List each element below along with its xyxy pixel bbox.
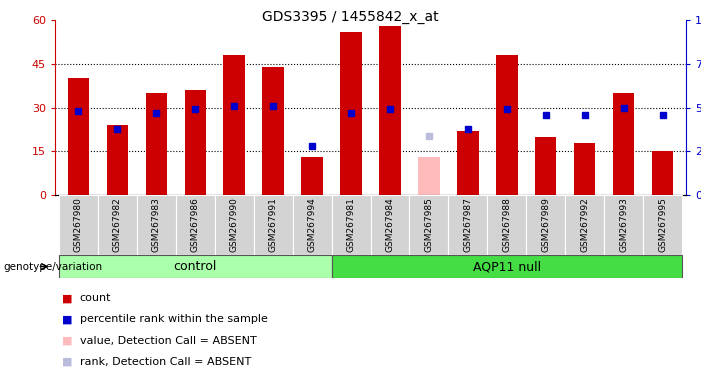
Bar [340,31,362,195]
Text: GSM267989: GSM267989 [541,197,550,252]
Bar [652,151,674,195]
Text: GSM267980: GSM267980 [74,197,83,252]
Text: percentile rank within the sample: percentile rank within the sample [79,314,267,324]
Text: GSM267995: GSM267995 [658,197,667,252]
Bar [262,67,284,195]
Text: GSM267982: GSM267982 [113,197,122,252]
Text: ■: ■ [62,293,72,303]
Bar [449,195,487,255]
Bar [59,255,332,278]
Text: value, Detection Call = ABSENT: value, Detection Call = ABSENT [79,336,257,346]
Bar [184,90,206,195]
Text: GSM267981: GSM267981 [346,197,355,252]
Bar [301,157,322,195]
Bar [224,55,245,195]
Text: AQP11 null: AQP11 null [472,260,541,273]
Text: control: control [174,260,217,273]
Bar [146,93,167,195]
Text: GSM267983: GSM267983 [152,197,161,252]
Bar [59,195,98,255]
Bar [604,195,643,255]
Text: ■: ■ [62,314,72,324]
Text: GSM267988: GSM267988 [503,197,511,252]
Bar [107,125,128,195]
Text: rank, Detection Call = ABSENT: rank, Detection Call = ABSENT [79,357,251,367]
Bar [371,195,409,255]
Text: GSM267992: GSM267992 [580,197,590,252]
Text: GSM267993: GSM267993 [619,197,628,252]
Bar [496,55,517,195]
Bar [68,78,89,195]
Bar [526,195,565,255]
Text: GSM267990: GSM267990 [230,197,238,252]
Text: GSM267986: GSM267986 [191,197,200,252]
Bar [643,195,682,255]
Bar [565,195,604,255]
Bar [332,255,682,278]
Text: genotype/variation: genotype/variation [4,262,102,271]
Bar [332,195,371,255]
Text: ■: ■ [62,336,72,346]
Bar [292,195,332,255]
Text: GSM267984: GSM267984 [386,197,395,252]
Text: GSM267985: GSM267985 [424,197,433,252]
Bar [379,26,401,195]
Bar [574,142,595,195]
Bar [457,131,479,195]
Text: GSM267987: GSM267987 [463,197,472,252]
Bar [215,195,254,255]
Bar [487,195,526,255]
Bar [418,157,440,195]
Bar [176,195,215,255]
Bar [254,195,292,255]
Text: GDS3395 / 1455842_x_at: GDS3395 / 1455842_x_at [262,10,439,23]
Bar [613,93,634,195]
Text: GSM267994: GSM267994 [308,197,317,252]
Bar [409,195,449,255]
Text: GSM267991: GSM267991 [268,197,278,252]
Bar [137,195,176,255]
Bar [98,195,137,255]
Text: count: count [79,293,111,303]
Text: ■: ■ [62,357,72,367]
Bar [535,137,557,195]
